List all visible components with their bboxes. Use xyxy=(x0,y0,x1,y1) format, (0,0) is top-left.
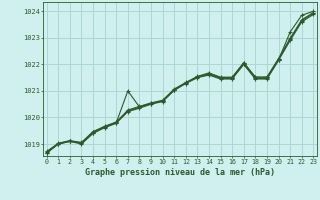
X-axis label: Graphe pression niveau de la mer (hPa): Graphe pression niveau de la mer (hPa) xyxy=(85,168,275,177)
